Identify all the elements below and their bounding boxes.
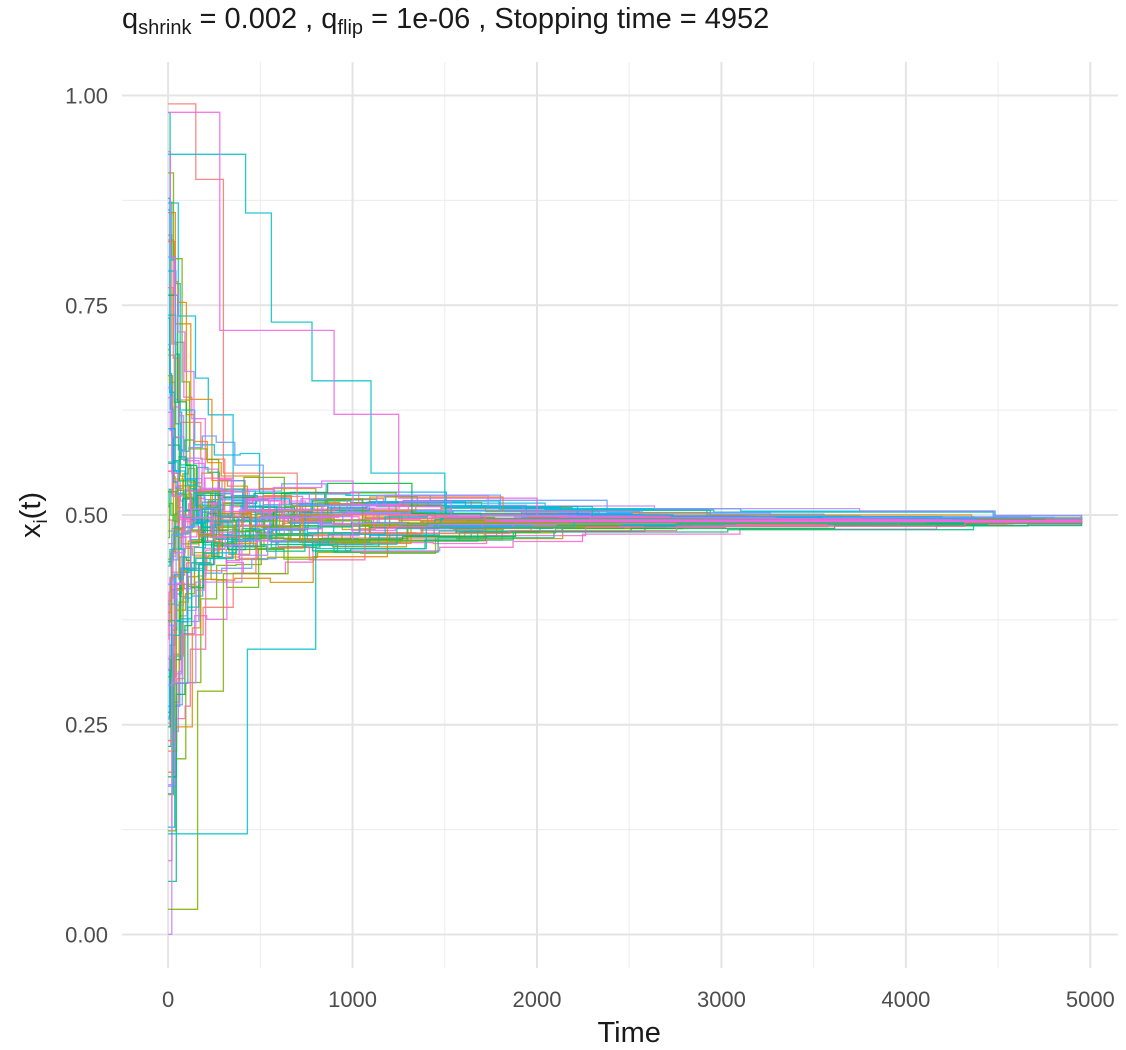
- title-q-shrink: qshrink = 0.002 ,: [122, 3, 322, 39]
- series-line: [168, 270, 1083, 518]
- series-line: [168, 211, 1083, 520]
- chart-title: qshrink = 0.002 , qflip = 1e-06 , Stoppi…: [122, 2, 770, 39]
- series-line: [168, 513, 1083, 795]
- series-line: [168, 197, 1083, 529]
- series-line: [168, 520, 1082, 910]
- series-line: [168, 520, 1082, 936]
- series-line: [168, 103, 1082, 522]
- series-line: [168, 518, 1083, 883]
- y-tick-label: 0.00: [65, 922, 108, 947]
- series-line: [168, 520, 1082, 835]
- y-tick-label: 0.25: [65, 713, 108, 738]
- series-line: [168, 234, 1083, 527]
- series-line: [168, 111, 1083, 542]
- x-tick-label: 4000: [881, 987, 930, 1012]
- series-line: [168, 520, 1083, 832]
- series-line: [168, 240, 1083, 520]
- x-axis-title: Time: [598, 1017, 661, 1049]
- series-line: [168, 523, 1083, 778]
- series-line: [168, 522, 1083, 773]
- y-tick-label: 0.75: [65, 293, 108, 318]
- series-line: [168, 522, 1083, 622]
- series-line: [168, 494, 1083, 686]
- series-line: [168, 521, 1083, 752]
- y-axis-tick-labels: 0.00 0.25 0.50 0.75 1.00: [65, 84, 108, 948]
- series-line: [168, 153, 1082, 522]
- series-lines: [168, 103, 1083, 936]
- series-line: [168, 111, 1082, 522]
- series-line: [168, 202, 1083, 542]
- series-line: [168, 150, 1083, 522]
- title-q-flip: qflip = 1e-06 , Stopping time = 4952: [321, 3, 770, 39]
- x-tick-label: 2000: [513, 987, 562, 1012]
- series-line: [168, 520, 1083, 828]
- x-tick-label: 5000: [1066, 987, 1115, 1012]
- x-tick-label: 0: [162, 987, 174, 1012]
- y-tick-label: 1.00: [65, 84, 108, 109]
- series-line: [168, 493, 1083, 585]
- x-tick-label: 3000: [697, 987, 746, 1012]
- series-line: [168, 239, 1083, 521]
- x-tick-label: 1000: [328, 987, 377, 1012]
- series-line: [168, 349, 1083, 527]
- x-axis-tick-labels: 0 1000 2000 3000 4000 5000: [162, 987, 1115, 1012]
- y-tick-label: 0.50: [65, 503, 108, 528]
- y-axis-title: xi(t): [15, 492, 52, 538]
- series-line: [168, 294, 1083, 521]
- series-line: [168, 523, 1083, 671]
- series-line: [168, 172, 1082, 522]
